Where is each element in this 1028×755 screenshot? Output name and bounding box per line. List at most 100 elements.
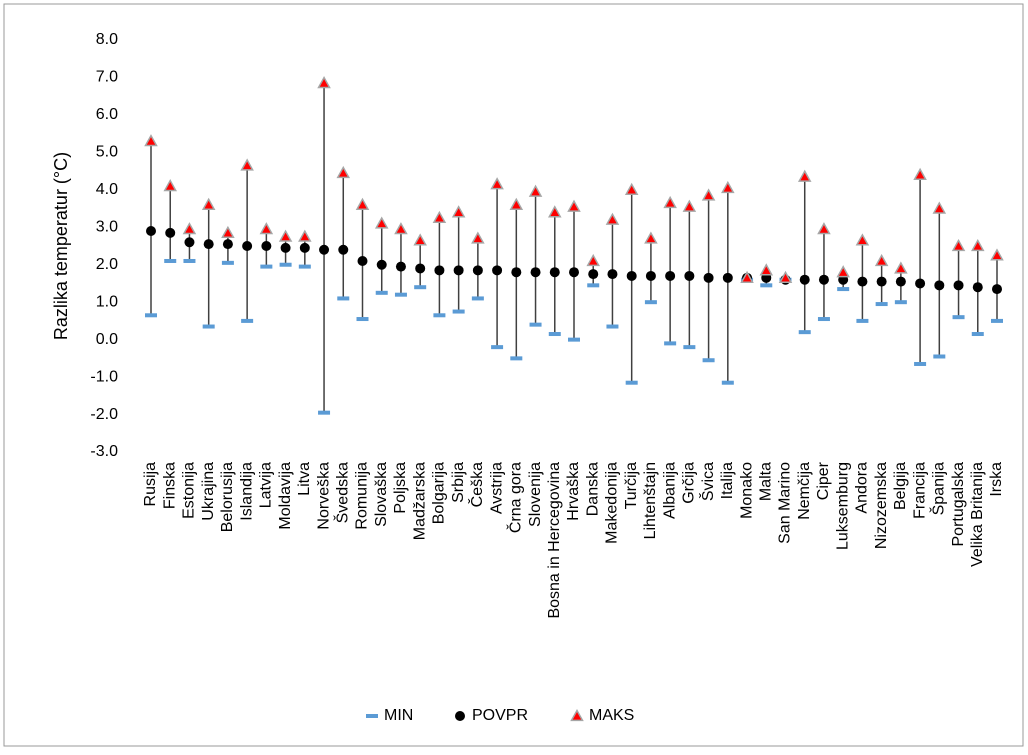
x-tick-label: Slovenija (527, 462, 544, 527)
min-marker (164, 258, 177, 263)
avg-marker (472, 265, 483, 276)
x-tick-label: Luksemburg (834, 462, 851, 550)
x-tick-label: Irska (988, 462, 1005, 497)
x-tick-label: Rusija (142, 462, 159, 507)
max-marker (644, 231, 658, 244)
max-marker (355, 197, 370, 210)
max-marker (663, 195, 677, 209)
x-tick-label: Islandija (238, 462, 255, 521)
min-marker (356, 317, 369, 322)
max-marker (490, 177, 504, 190)
legend-label: MAKS (589, 707, 634, 724)
min-marker (760, 283, 773, 288)
y-tick-label: 5.0 (96, 144, 118, 161)
max-marker (374, 216, 389, 229)
max-marker (432, 210, 447, 224)
min-marker (606, 324, 619, 329)
avg-marker (319, 244, 330, 255)
x-tick-label: Malta (757, 462, 774, 501)
min-marker (721, 380, 734, 385)
avg-marker (242, 241, 253, 251)
avg-marker (280, 242, 291, 253)
y-tick-label: 3.0 (96, 218, 118, 235)
chart-border (3, 3, 1024, 747)
avg-marker (299, 242, 310, 253)
avg-marker (357, 255, 368, 266)
avg-marker (722, 272, 733, 283)
min-marker (933, 354, 946, 359)
x-tick-label: Ciper (815, 461, 832, 500)
min-marker (548, 332, 561, 337)
max-marker (201, 197, 216, 210)
min-marker (202, 324, 215, 329)
avg-marker (665, 270, 676, 281)
max-marker (394, 222, 408, 235)
max-marker (721, 180, 735, 194)
min-marker (433, 313, 446, 318)
max-marker (317, 76, 331, 89)
avg-marker (530, 267, 541, 278)
max-marker (567, 199, 581, 212)
max-marker (298, 229, 312, 242)
y-tick-label: 0.0 (96, 331, 118, 348)
min-marker (318, 410, 331, 415)
min-marker (375, 290, 388, 295)
x-tick-label: Bosna in Hercegovina (546, 462, 563, 619)
min-marker (260, 264, 273, 269)
min-marker (644, 300, 657, 305)
y-tick-label: -2.0 (90, 406, 118, 423)
y-tick-label: 4.0 (96, 181, 118, 198)
avg-marker (261, 241, 272, 251)
max-marker (817, 222, 831, 235)
avg-marker (588, 269, 599, 280)
x-tick-label: Nemčija (796, 462, 813, 520)
avg-marker (549, 267, 560, 278)
avg-marker (184, 237, 195, 248)
min-marker (337, 296, 350, 301)
max-marker (855, 233, 870, 246)
x-tick-label: Belgija (892, 462, 909, 510)
avg-marker (511, 267, 522, 278)
max-marker (278, 229, 293, 242)
max-marker (471, 231, 485, 244)
avg-marker (915, 278, 926, 289)
min-marker (798, 330, 811, 335)
min-marker (394, 292, 407, 297)
min-marker (241, 318, 254, 323)
x-tick-label: Andora (854, 462, 871, 514)
x-tick-label: Madžarska (411, 462, 428, 540)
x-tick-label: Bolgarija (431, 462, 448, 524)
y-tick-label: 6.0 (96, 106, 118, 123)
y-tick-label: 1.0 (96, 293, 118, 310)
x-tick-label: Makedonija (604, 462, 621, 544)
legend-marker (455, 711, 465, 721)
max-marker (894, 261, 908, 274)
min-marker (856, 318, 869, 323)
avg-marker (165, 227, 176, 238)
max-marker (951, 238, 966, 252)
max-marker (528, 184, 543, 197)
min-marker (875, 302, 888, 307)
y-tick-label: 8.0 (96, 31, 118, 48)
min-marker (837, 287, 850, 292)
min-marker (664, 341, 677, 346)
x-tick-label: Romunija (354, 462, 371, 530)
x-tick-label: Monako (738, 462, 755, 519)
min-marker (145, 313, 157, 318)
avg-marker (453, 265, 464, 276)
max-marker (836, 265, 850, 278)
min-marker (914, 361, 927, 366)
x-tick-label: Grčija (681, 462, 698, 504)
min-marker (183, 258, 196, 263)
avg-marker (895, 276, 906, 287)
min-marker (683, 345, 696, 350)
min-marker (279, 262, 292, 267)
max-marker (740, 270, 754, 283)
x-tick-label: Črna gora (506, 462, 525, 533)
min-marker (587, 283, 600, 288)
min-marker (991, 318, 1003, 323)
x-tick-label: Finska (161, 462, 178, 509)
max-marker (990, 248, 1004, 261)
avg-marker (703, 272, 714, 283)
avg-marker (972, 282, 983, 293)
